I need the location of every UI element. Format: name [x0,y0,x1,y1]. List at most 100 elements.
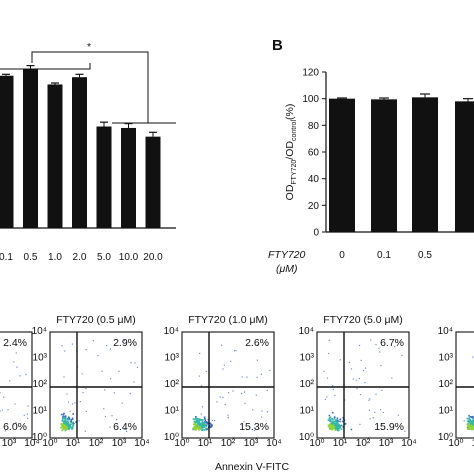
event-dot [328,427,331,429]
event-dot [352,378,354,380]
event-dot [194,418,196,420]
event-dot [468,419,471,422]
event-dot [63,422,66,425]
event-dot [244,402,246,404]
event-dot [204,421,207,423]
event-dot [116,419,118,421]
event-dot [71,422,74,425]
event-dot [222,396,224,398]
event-dot [469,424,472,426]
event-dot [64,430,66,432]
bracket-top-line [31,51,149,123]
event-dot [340,428,343,430]
y-log-tick: 10³ [33,353,48,364]
bar-a-3 [72,77,87,228]
event-dot [198,429,200,431]
event-dot [78,420,80,422]
flow-plot-title: FTY720 (0.5 μM) [56,314,136,326]
event-dot [61,425,64,428]
event-dot [372,417,374,419]
event-dot [327,424,330,427]
event-dot [195,420,198,422]
event-dot [61,419,64,421]
event-dot [335,426,338,428]
event-dot [70,419,73,421]
event-dot [468,427,471,429]
tick-label-a-0: 0.1 [0,252,13,263]
event-dot [205,429,207,431]
event-dot [330,424,332,427]
event-dot [359,423,361,425]
event-dot [72,413,74,415]
event-dot [334,429,337,432]
y-log-tick: 10⁰ [299,432,314,443]
flow-dots-1 [60,340,139,432]
event-dot [200,419,202,421]
event-dot [63,417,65,419]
event-dot [200,385,203,387]
event-dot [134,362,136,364]
event-dot [331,418,333,420]
event-dot [391,377,393,379]
event-dot [258,427,260,429]
event-dot [335,420,338,423]
event-dot [9,380,11,382]
event-dot [333,421,335,423]
event-dot [62,426,65,429]
event-dot [61,345,63,347]
bar-a-1 [23,68,38,228]
x-log-tick: 10² [356,438,371,449]
event-dot [200,424,203,426]
event-dot [62,414,65,416]
chart-a-tick-labels: 0.1 0.5 1.0 2.0 5.0 10.0 20.0 [0,252,163,263]
bar-a-5 [121,127,136,228]
bar-a-4 [96,126,112,228]
event-dot [362,369,364,372]
event-dot [25,373,27,376]
event-dot [255,394,257,396]
x-log-tick: 10¹ [333,438,348,449]
x-tick-label-b-2: 0.5 [418,250,432,261]
event-dot [85,388,87,390]
event-dot [64,350,66,352]
event-dot [66,420,69,423]
event-dot [467,427,469,429]
event-dot [3,396,5,398]
event-dot [129,393,131,395]
event-dot [62,425,65,427]
bar-b-0 [329,98,355,233]
upper-right-percent: 6.7% [380,337,404,349]
x-log-tick: 10¹ [66,438,81,449]
bar-b-3 [455,101,474,232]
y-log-tick: 10⁴ [32,326,47,337]
event-dot [196,426,199,429]
bar-b-1 [371,99,397,232]
event-dot [472,356,474,358]
event-dot [97,355,99,357]
event-dot [394,346,396,348]
flow-frame-2 [181,331,275,439]
event-dot [196,423,198,426]
event-dot [379,351,381,353]
event-dot [221,344,223,346]
event-dot [198,426,201,428]
event-dot [469,419,472,422]
event-dot [471,422,474,424]
event-dot [243,421,245,423]
event-dot [466,420,469,422]
event-dot [67,423,70,426]
event-dot [199,428,202,430]
event-dot [335,428,337,430]
flow-frame-1 [49,331,143,439]
flow-frame-4 [455,331,474,439]
event-dot [198,375,200,377]
event-dot [222,368,224,370]
y-log-tick: 10⁴ [438,326,453,337]
event-dot [15,352,17,354]
event-dot [337,429,339,432]
chart-b-y-ticks: 0 20 40 60 80 100 120 [302,68,326,239]
event-dot [85,410,87,413]
y-log-tick: 10³ [165,353,180,364]
event-dot [266,411,268,413]
